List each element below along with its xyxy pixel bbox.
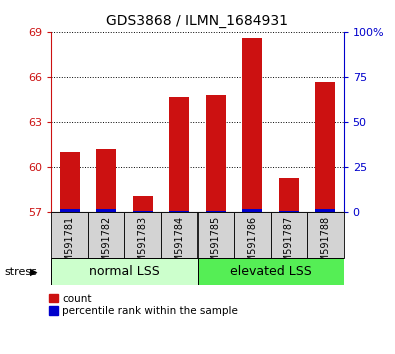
Bar <box>51 212 88 258</box>
Bar <box>124 212 161 258</box>
Text: normal LSS: normal LSS <box>89 265 160 278</box>
Text: GSM591787: GSM591787 <box>284 216 294 275</box>
Bar <box>307 212 344 258</box>
Text: GSM591784: GSM591784 <box>174 216 184 275</box>
Bar <box>279 211 299 212</box>
Bar <box>279 178 299 212</box>
Bar <box>242 38 262 212</box>
Bar <box>88 212 124 258</box>
Text: ▶: ▶ <box>30 267 38 277</box>
Text: GSM591782: GSM591782 <box>101 216 111 275</box>
Bar <box>242 209 262 212</box>
Bar <box>198 258 344 285</box>
Bar <box>133 211 153 212</box>
Bar <box>234 212 271 258</box>
Bar <box>206 95 226 212</box>
Bar <box>315 81 335 212</box>
Bar <box>271 212 307 258</box>
Text: GSM591781: GSM591781 <box>65 216 75 275</box>
Bar <box>169 211 189 212</box>
Text: stress: stress <box>4 267 37 277</box>
Text: GSM591786: GSM591786 <box>247 216 257 275</box>
Bar <box>51 258 198 285</box>
Bar <box>206 211 226 212</box>
Legend: count, percentile rank within the sample: count, percentile rank within the sample <box>49 294 238 316</box>
Bar <box>60 152 80 212</box>
Text: GSM591788: GSM591788 <box>320 216 330 275</box>
Text: GSM591783: GSM591783 <box>138 216 148 275</box>
Bar <box>133 196 153 212</box>
Bar <box>161 212 198 258</box>
Bar <box>315 209 335 212</box>
Bar <box>169 97 189 212</box>
Bar <box>96 209 116 212</box>
Bar <box>60 209 80 212</box>
Text: GSM591785: GSM591785 <box>211 216 221 275</box>
Bar <box>198 212 234 258</box>
Text: elevated LSS: elevated LSS <box>230 265 311 278</box>
Text: GDS3868 / ILMN_1684931: GDS3868 / ILMN_1684931 <box>107 14 288 28</box>
Bar <box>96 149 116 212</box>
